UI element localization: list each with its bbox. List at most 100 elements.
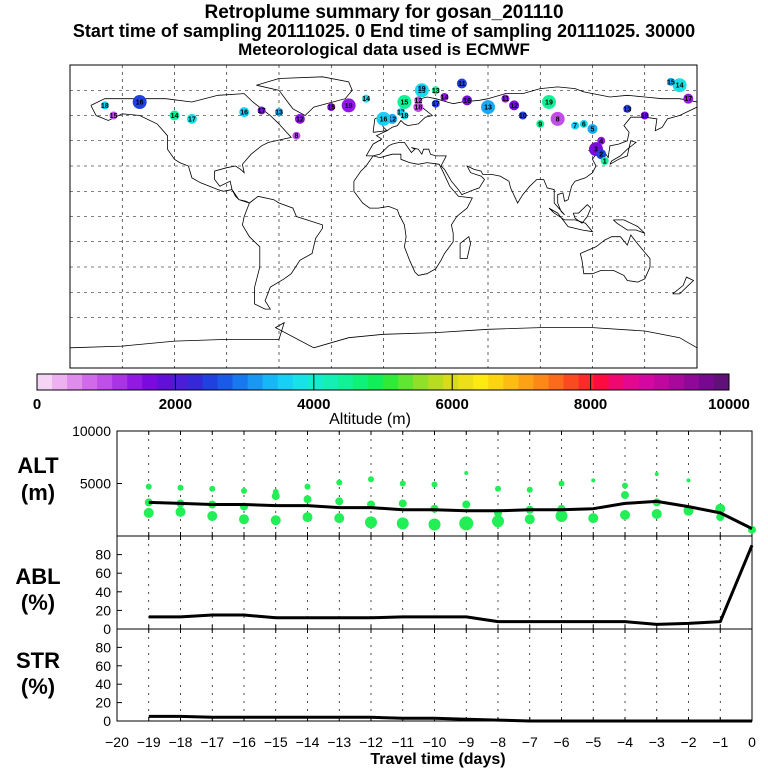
coastline [609,140,637,165]
colorbar-swatch [608,374,625,390]
plume-day-label: 19 [545,100,553,107]
plume-marker [640,111,649,120]
alt-panel: 5000 10000 [72,423,756,537]
colorbar-swatch [488,374,504,390]
plume-day-label: 18 [414,105,422,112]
colorbar-swatch [683,374,700,390]
plume-marker [431,99,440,108]
altitude-point [428,518,441,531]
altitude-point [591,478,596,483]
x-tick-label: −13 [327,734,351,750]
str-label: STR [16,648,60,673]
y-tick-label: 60 [95,658,111,674]
y-tick-label: 40 [95,676,111,692]
plume-day-label: 6 [582,121,586,128]
alt-label: ALT [17,453,59,478]
x-tick-label: −2 [681,734,697,750]
plume-day-label: 5 [591,126,595,133]
y-tick-label: 0 [103,621,111,637]
coastline [572,204,592,224]
colorbar-swatch [473,374,489,390]
colorbar-swatch [202,374,219,390]
alt-unit-label: (m) [21,480,55,505]
altitude-point [241,487,247,494]
x-tick-label: −11 [391,734,414,750]
plume-day-label: 4 [599,138,603,145]
plume-marker [683,93,694,104]
plume-marker [481,100,495,115]
plume-day-label: 15 [327,105,335,112]
x-tick-label: −20 [105,734,129,750]
colorbar-swatch [247,374,264,390]
plume-day-label: 18 [401,113,409,120]
plume-marker [341,98,356,113]
x-tick-label: −18 [169,734,193,750]
plume-day-label: 17 [397,110,405,117]
plume-marker [327,103,336,112]
plume-marker [440,92,449,101]
x-tick-label: −8 [490,734,506,750]
plume-day-label: 10 [519,113,527,120]
altitude-point [335,497,344,506]
colorbar-swatch [443,374,459,390]
colorbar-swatch [277,374,294,390]
plume-marker [600,156,609,165]
plume-marker [186,113,197,124]
plume-day-label: 13 [623,106,631,113]
colorbar-tick-label: 4000 [297,396,330,413]
y-tick-label: 20 [95,602,111,618]
plume-day-label: 19 [345,103,353,110]
altitude-point [175,506,186,517]
colorbar-swatch [52,374,68,390]
colorbar-swatch [638,374,655,390]
plume-day-label: 13 [275,110,283,117]
colorbar-swatch [67,374,83,390]
plume-marker [462,95,473,106]
plume-day-label: 13 [432,88,440,95]
x-tick-label: −12 [359,734,383,750]
colorbar-frame [36,373,730,391]
plume-day-label: 17 [684,96,692,103]
x-tick-label: −5 [585,734,601,750]
colorbar-swatch [262,374,279,390]
altitude-point [396,517,409,530]
altitude-colorbar: 0 2000 4000 6000 8000 10000 [33,373,750,413]
plume-day-label: 1 [603,158,607,165]
altitude-point [524,514,535,525]
altitude-point [302,512,313,523]
plume-day-label: 19 [418,86,426,93]
plume-marker [596,149,607,160]
altitude-point [686,478,691,483]
y-tick-label: 80 [95,639,111,655]
x-tick-label: −19 [137,734,161,750]
colorbar-swatch [713,374,730,390]
plume-day-label: 17 [258,108,266,115]
colorbar-swatch [398,374,414,390]
plume-marker [294,113,305,124]
x-tick-label: −6 [554,734,570,750]
plume-day-label: 16 [463,98,471,105]
colorbar-swatch [503,374,519,390]
plume-marker [397,95,412,110]
series-line [148,544,754,626]
plume-day-label: 14 [171,113,179,120]
x-tick-label: −9 [458,734,474,750]
colorbar-swatch [698,374,715,390]
plume-day-label: 12 [414,98,422,105]
altitude-point [270,515,281,526]
sampling-time-subtitle: Start time of sampling 20111025. 0 End t… [72,21,696,41]
coastline [613,219,646,234]
x-tick-label: −15 [264,734,288,750]
altitude-point [459,516,474,531]
colorbar-tick-label: 10000 [708,396,750,413]
y-tick-label: 60 [95,565,111,581]
colorbar-swatch [352,374,369,390]
plume-day-label: 15 [110,113,118,120]
altitude-point [209,485,216,492]
colorbar-swatch [37,374,53,390]
altitude-point [271,492,280,501]
colorbar-swatch [383,374,399,390]
colorbar-tick-label: 6000 [436,396,469,413]
plume-day-label: 18 [101,103,109,110]
